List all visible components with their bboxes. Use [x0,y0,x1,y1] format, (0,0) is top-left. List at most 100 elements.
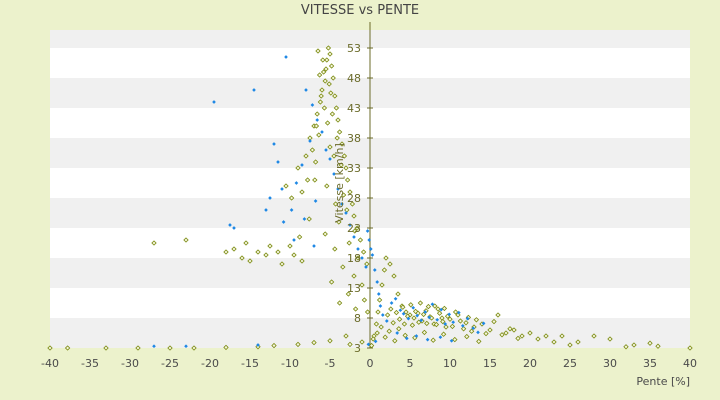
data-point [465,316,470,321]
x-tick-label: 35 [643,357,657,370]
data-point [327,144,333,150]
data-point [243,240,249,246]
data-point [414,334,419,338]
data-point [471,326,476,331]
data-point [395,331,400,335]
x-tick-label: 40 [683,357,697,370]
y-tick-label: 38 [347,132,361,145]
data-point [460,323,465,328]
data-point [425,303,432,310]
data-point [425,337,430,342]
data-point [389,301,394,305]
data-point [323,66,329,72]
data-point [322,78,328,84]
data-point [382,334,388,340]
data-point [309,147,316,153]
data-point [252,88,256,92]
data-point [183,237,189,243]
data-point [321,105,328,111]
data-point [392,338,398,344]
data-point [375,309,381,315]
data-point [388,306,394,312]
data-point [355,255,361,261]
x-tick-label: 15 [483,357,497,370]
data-point [400,304,406,310]
data-point [357,237,364,243]
x-axis-title: Pente [%] [636,375,690,388]
data-point [435,317,440,322]
data-point [276,160,280,164]
data-point [289,208,294,212]
data-point [324,120,331,126]
data-point [135,345,141,351]
data-point [376,297,383,303]
data-point [359,339,365,345]
data-point [476,330,480,335]
x-tick-label: -40 [41,357,59,370]
data-point [328,157,332,161]
x-tick-label: 25 [563,357,577,370]
data-point [313,123,320,129]
data-point [255,249,261,255]
data-point [451,320,456,325]
data-point [307,135,313,141]
data-point [318,93,324,99]
data-point [401,321,408,327]
x-tick-label: 20 [523,357,537,370]
data-point [268,196,272,200]
data-point [379,282,385,288]
data-point [47,345,53,351]
data-point [356,247,360,251]
data-point [449,338,454,343]
data-point [368,247,373,251]
data-point [315,118,320,122]
data-point [372,268,377,272]
data-point [687,345,693,351]
data-point [391,273,397,279]
data-point [304,88,308,92]
data-point [406,316,411,321]
data-point [447,316,453,322]
data-point [631,342,637,348]
data-point [340,264,346,270]
data-point [327,338,333,344]
data-point [456,310,461,315]
data-point [344,211,348,215]
data-point [481,321,486,326]
data-point [347,189,353,195]
data-point [336,187,340,191]
data-point [396,326,402,332]
data-point [378,304,383,308]
data-point [303,153,309,159]
data-point [231,246,237,252]
data-point [332,93,338,99]
data-point [271,342,277,349]
data-point [328,90,334,96]
data-point [335,117,341,123]
data-point [364,265,368,269]
y-tick-label: 3 [354,342,361,355]
data-point [376,292,381,296]
data-point [408,302,414,308]
data-point [312,159,319,165]
data-point [393,309,400,316]
data-point [386,328,392,334]
data-point [294,181,299,185]
data-point [336,129,343,135]
data-point [361,297,368,303]
data-point [333,105,340,111]
data-point [452,309,459,315]
data-point [390,320,396,326]
data-point [320,57,326,63]
data-point [320,69,327,75]
y-tick-label: 53 [347,42,361,55]
data-point [340,192,347,198]
x-tick-label: -30 [121,357,139,370]
data-point [352,228,358,234]
x-tick-label: -5 [325,357,336,370]
data-point [317,99,324,105]
data-point [315,48,321,54]
data-point [419,318,424,323]
data-point [435,306,441,312]
